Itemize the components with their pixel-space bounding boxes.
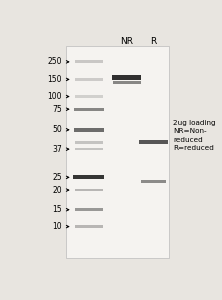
Bar [141,180,166,183]
Bar [75,61,103,63]
Text: 100: 100 [48,92,62,101]
Bar [66,46,169,258]
Text: 15: 15 [53,205,62,214]
Bar [112,75,141,80]
Text: 20: 20 [53,186,62,195]
Text: 150: 150 [48,75,62,84]
Bar [75,148,103,151]
Bar [74,128,103,131]
Text: 2ug loading
NR=Non-
reduced
R=reduced: 2ug loading NR=Non- reduced R=reduced [173,120,216,151]
Bar [75,78,103,81]
Bar [75,141,103,143]
Text: 250: 250 [48,57,62,66]
Bar [75,95,103,98]
Bar [113,81,141,84]
Text: R: R [150,37,157,46]
Bar [75,208,103,211]
Text: 10: 10 [53,222,62,231]
Text: NR: NR [120,37,133,46]
Bar [74,108,103,111]
Text: 25: 25 [53,173,62,182]
Text: 75: 75 [52,105,62,114]
Bar [73,176,104,179]
Text: 37: 37 [52,145,62,154]
Bar [75,189,103,191]
Bar [139,140,168,143]
Text: 50: 50 [52,125,62,134]
Bar [75,225,103,228]
